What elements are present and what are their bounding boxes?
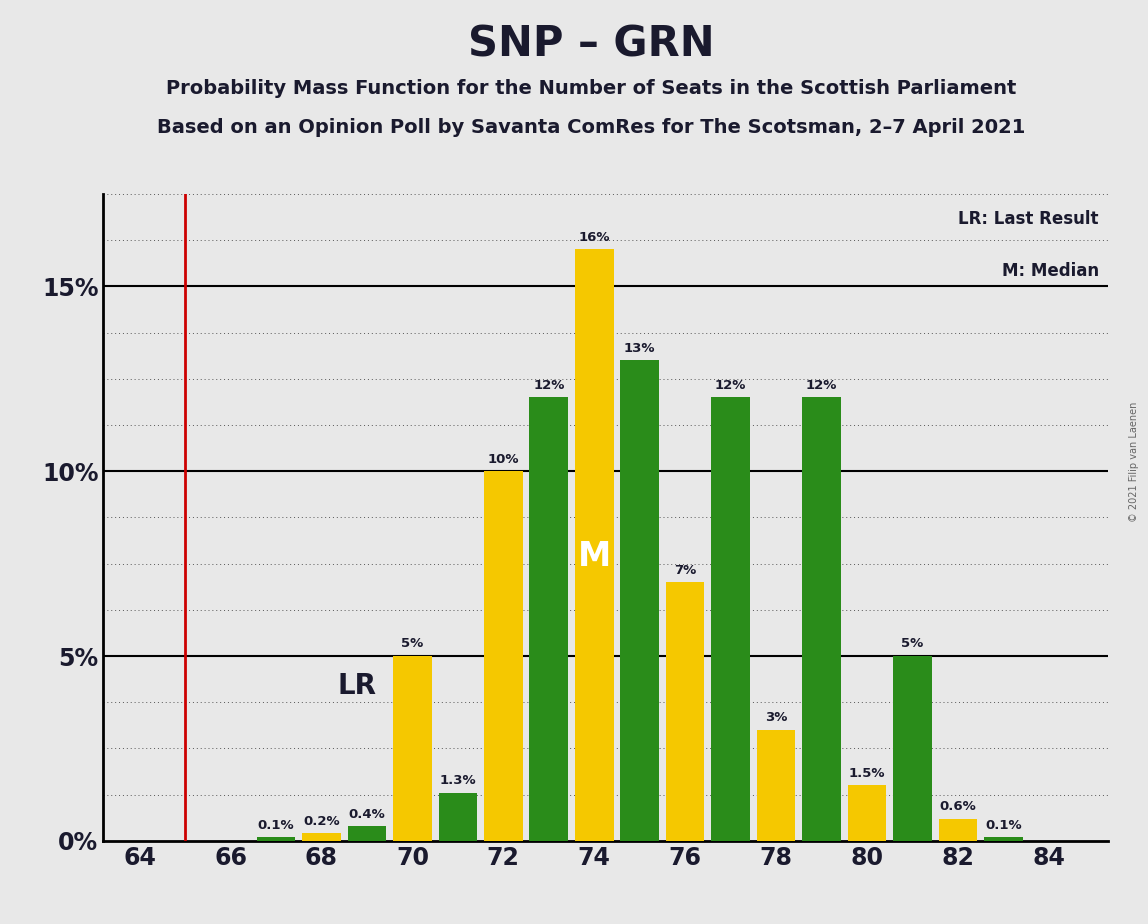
- Text: 1.5%: 1.5%: [848, 767, 885, 780]
- Bar: [529, 397, 568, 841]
- Text: SNP – GRN: SNP – GRN: [468, 23, 714, 65]
- Text: 13%: 13%: [623, 342, 656, 355]
- Text: 12%: 12%: [533, 379, 565, 392]
- Text: M: M: [577, 541, 611, 574]
- Bar: [620, 360, 659, 841]
- Text: 16%: 16%: [579, 231, 610, 244]
- Bar: [666, 582, 705, 841]
- Text: 7%: 7%: [674, 564, 696, 577]
- Text: 0.1%: 0.1%: [985, 819, 1022, 832]
- Bar: [393, 656, 432, 841]
- Bar: [257, 837, 295, 841]
- Bar: [939, 819, 977, 841]
- Text: 3%: 3%: [765, 711, 788, 724]
- Bar: [847, 785, 886, 841]
- Text: 0.2%: 0.2%: [303, 815, 340, 828]
- Bar: [802, 397, 840, 841]
- Text: © 2021 Filip van Laenen: © 2021 Filip van Laenen: [1128, 402, 1139, 522]
- Bar: [302, 833, 341, 841]
- Text: 0.6%: 0.6%: [939, 800, 976, 813]
- Bar: [712, 397, 750, 841]
- Text: 1.3%: 1.3%: [440, 774, 476, 787]
- Text: Based on an Opinion Poll by Savanta ComRes for The Scotsman, 2–7 April 2021: Based on an Opinion Poll by Savanta ComR…: [157, 118, 1025, 138]
- Bar: [575, 249, 613, 841]
- Text: 0.1%: 0.1%: [258, 819, 294, 832]
- Text: 12%: 12%: [806, 379, 837, 392]
- Text: 12%: 12%: [715, 379, 746, 392]
- Bar: [348, 826, 386, 841]
- Bar: [757, 730, 796, 841]
- Text: 10%: 10%: [488, 453, 519, 466]
- Text: 5%: 5%: [402, 638, 424, 650]
- Bar: [893, 656, 932, 841]
- Bar: [484, 471, 522, 841]
- Text: LR: Last Result: LR: Last Result: [959, 211, 1099, 228]
- Text: 0.4%: 0.4%: [349, 808, 386, 821]
- Text: LR: LR: [338, 673, 377, 700]
- Bar: [984, 837, 1023, 841]
- Text: Probability Mass Function for the Number of Seats in the Scottish Parliament: Probability Mass Function for the Number…: [166, 79, 1016, 98]
- Text: 5%: 5%: [901, 638, 923, 650]
- Text: M: Median: M: Median: [1001, 262, 1099, 280]
- Bar: [439, 793, 478, 841]
